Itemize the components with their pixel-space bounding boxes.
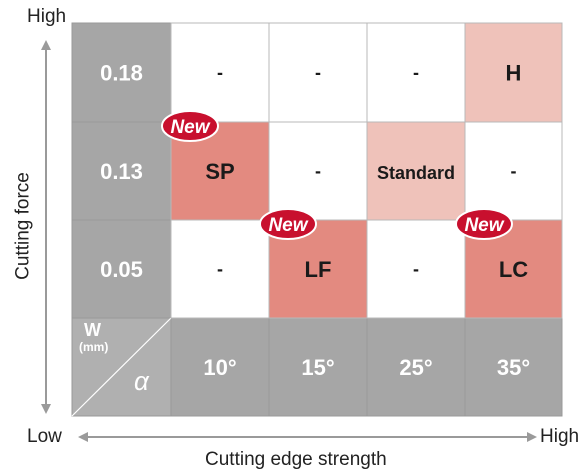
grade-label: H	[506, 61, 522, 86]
y-axis-high-label: High	[27, 6, 67, 27]
corner-w-label: W	[84, 320, 101, 340]
grade-cell	[366, 219, 466, 319]
new-badge-shape	[161, 110, 219, 142]
grade-cell	[268, 121, 368, 221]
new-badge-label: New	[170, 117, 210, 138]
grade-label: Standard	[377, 163, 455, 183]
corner-w-unit: (mm)	[79, 340, 109, 354]
grade-cell	[366, 121, 466, 221]
new-badge-shape	[259, 208, 317, 240]
row-header-cell	[71, 219, 172, 319]
row-header-label: 0.05	[100, 257, 143, 282]
column-header-label: 15°	[301, 355, 334, 380]
x-axis-title: Cutting edge strength	[205, 449, 387, 470]
grade-label: SP	[205, 159, 234, 184]
column-header-cell	[268, 317, 368, 417]
column-header-label: 25°	[399, 355, 432, 380]
empty-cell-dash: -	[217, 63, 223, 83]
empty-cell-dash: -	[315, 63, 321, 83]
corner-diagonal	[71, 317, 172, 417]
column-header-label: 10°	[203, 355, 236, 380]
column-header-cell	[464, 317, 563, 417]
grade-cell	[464, 22, 563, 123]
grade-cell	[268, 22, 368, 123]
grade-cell	[366, 22, 466, 123]
row-header-label: 0.18	[100, 61, 143, 86]
new-badge: New	[161, 110, 219, 142]
grade-cell	[464, 121, 563, 221]
x-axis-high-label: High	[540, 426, 580, 447]
grade-label: LF	[305, 257, 332, 282]
row-header-cell	[71, 22, 172, 123]
column-header-label: 35°	[497, 355, 530, 380]
new-badge-shape	[455, 208, 513, 240]
grade-cell	[170, 219, 270, 319]
corner-alpha-label: α	[134, 366, 149, 396]
y-axis-title: Cutting force	[12, 172, 34, 280]
new-badge: New	[259, 208, 317, 240]
column-header-cell	[366, 317, 466, 417]
new-badge: New	[455, 208, 513, 240]
row-header-label: 0.13	[100, 159, 143, 184]
empty-cell-dash: -	[511, 161, 517, 181]
empty-cell-dash: -	[413, 259, 419, 279]
new-badge-label: New	[268, 215, 308, 236]
empty-cell-dash: -	[217, 259, 223, 279]
grade-label: LC	[499, 257, 528, 282]
empty-cell-dash: -	[315, 161, 321, 181]
x-axis-low-label: Low	[27, 426, 62, 447]
new-badge-label: New	[464, 215, 504, 236]
grade-cell	[170, 22, 270, 123]
column-header-cell	[170, 317, 270, 417]
empty-cell-dash: -	[413, 63, 419, 83]
